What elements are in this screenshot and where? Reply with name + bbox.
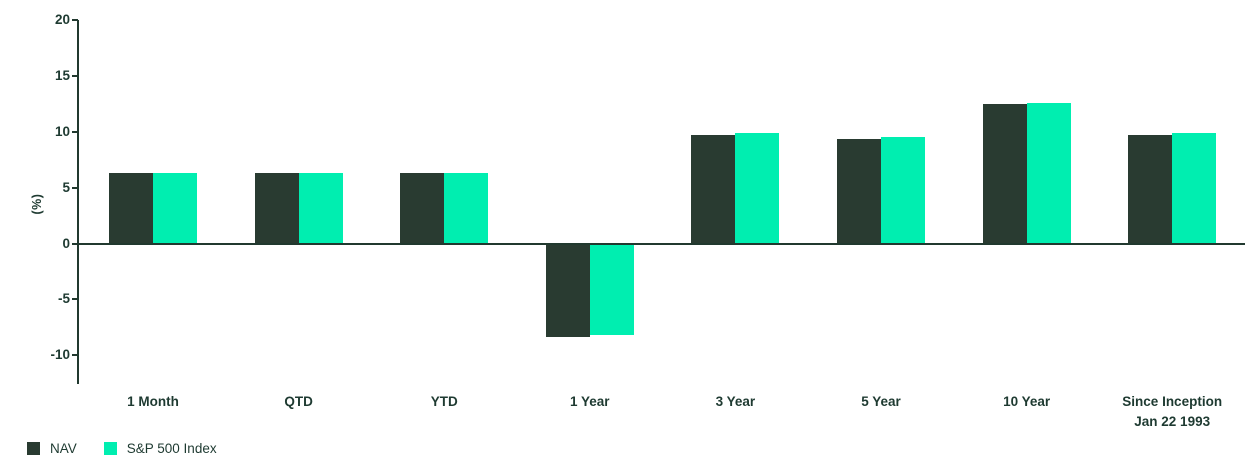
y-tick-label-5: 5	[62, 179, 70, 195]
bar-nav-3-year	[691, 135, 736, 244]
bar-s-p-500-index-1-year	[589, 243, 634, 336]
sp500-color-swatch	[103, 442, 117, 455]
x-label-qtd: QTD	[284, 394, 313, 409]
x-label-10-year: 10 Year	[1003, 394, 1051, 409]
legend-item-sp500: S&P 500 Index	[103, 441, 217, 456]
bar-nav-5-year	[837, 138, 881, 244]
bar-nav-since-inception-jan-22-1993	[1128, 135, 1173, 244]
x-label-3-year: 3 Year	[715, 394, 756, 409]
bar-s-p-500-index-10-year	[1026, 102, 1071, 244]
chart-legend: NAV S&P 500 Index	[27, 441, 217, 456]
bar-nav-qtd	[254, 173, 299, 244]
y-tick-label-0: 0	[62, 235, 70, 251]
y-axis-line	[77, 20, 79, 384]
bar-s-p-500-index-ytd	[444, 173, 489, 244]
x-label-5-year: 5 Year	[861, 394, 901, 409]
bar-s-p-500-index-5-year	[881, 137, 925, 244]
bar-nav-1-year	[545, 243, 590, 338]
bar-nav-10-year	[982, 103, 1027, 244]
nav-color-swatch	[27, 442, 40, 455]
x-label-1-year: 1 Year	[570, 394, 610, 409]
x-label-ytd: YTD	[430, 394, 458, 409]
y-tick-15	[72, 74, 78, 77]
x-label-1-month: 1 Month	[127, 394, 179, 409]
y-tick-label-10: 10	[54, 123, 70, 139]
bar-s-p-500-index-1-month	[153, 173, 197, 244]
y-tick-label--10: -10	[50, 347, 70, 363]
y-tick--5	[72, 298, 78, 301]
y-tick-label-20: 20	[54, 12, 70, 28]
y-tick-label--5: -5	[57, 291, 70, 307]
y-tick--10	[72, 354, 78, 357]
legend-item-nav: NAV	[27, 441, 77, 456]
y-tick-0	[72, 242, 78, 245]
bar-s-p-500-index-3-year	[735, 132, 780, 244]
y-tick-10	[72, 130, 78, 133]
bar-nav-ytd	[400, 173, 445, 244]
bar-nav-1-month	[109, 173, 153, 244]
y-tick-5	[72, 186, 78, 189]
y-tick-label-15: 15	[54, 67, 70, 83]
legend-label-nav: NAV	[50, 441, 77, 456]
legend-label-sp500: S&P 500 Index	[126, 441, 217, 456]
bar-s-p-500-index-qtd	[298, 173, 343, 244]
bar-s-p-500-index-since-inception-jan-22-1993	[1172, 132, 1217, 244]
y-tick-20	[72, 19, 78, 22]
x-label-since-inception-jan-22-1993: Since Inception Jan 22 1993	[1122, 394, 1223, 429]
zero-baseline	[77, 243, 1245, 245]
